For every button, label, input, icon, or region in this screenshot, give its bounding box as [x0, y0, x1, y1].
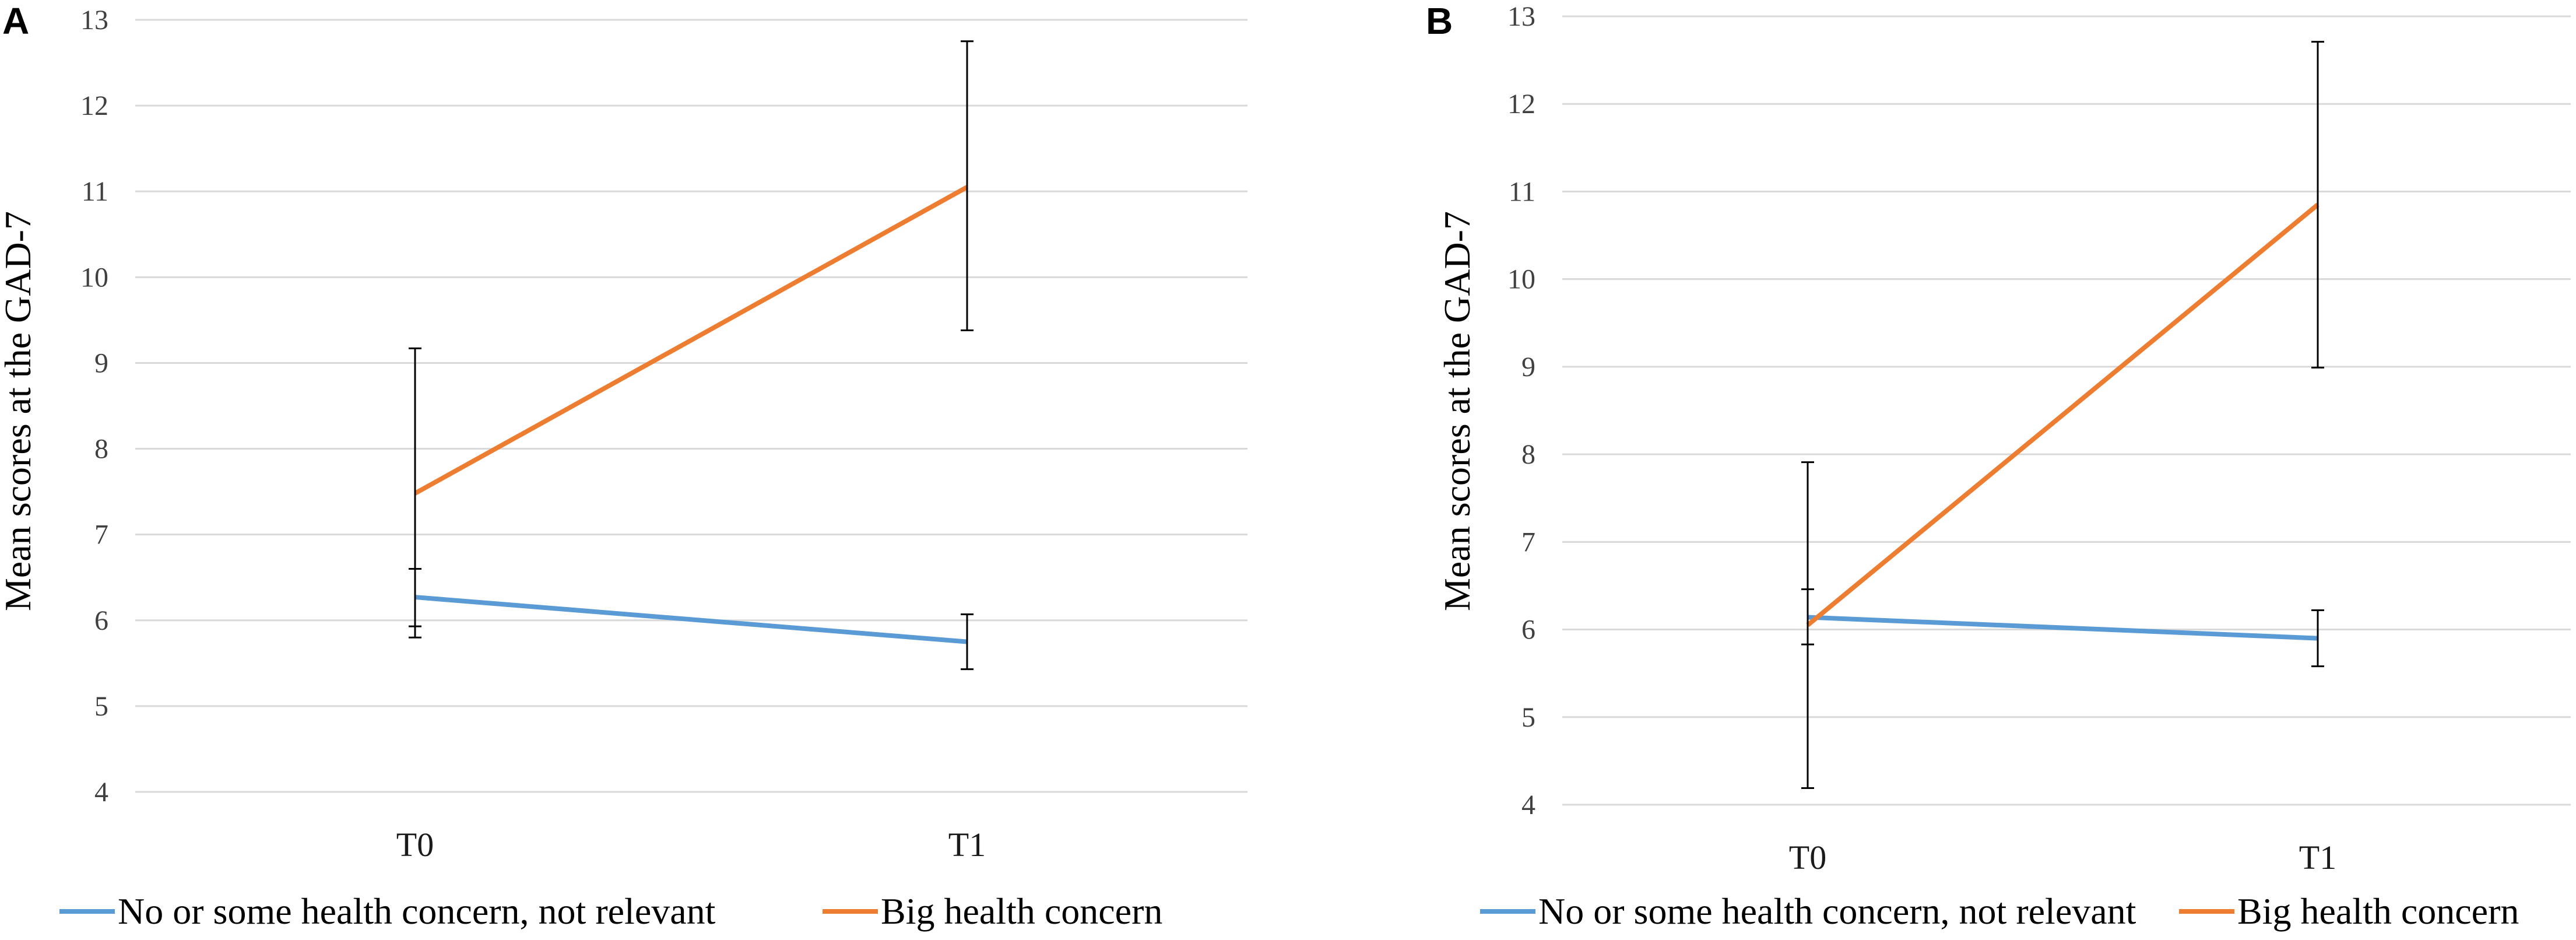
legend-label-no-concern: No or some health concern, not relevant: [1538, 890, 2136, 932]
legend-label-no-concern: No or some health concern, not relevant: [118, 890, 716, 932]
series: [409, 40, 974, 671]
y-tick-label: 4: [94, 777, 108, 808]
error-bar: [961, 40, 974, 332]
y-tick-label: 10: [80, 262, 108, 293]
y-tick-label: 12: [1507, 89, 1535, 120]
y-axis-title: Mean scores at the GAD-7: [1436, 211, 1478, 611]
y-tick-label: 6: [94, 605, 108, 636]
y-tick-label: 11: [1509, 176, 1535, 207]
error-bar: [1801, 461, 1814, 789]
panel-label: A: [2, 0, 29, 42]
y-tick-label: 7: [1521, 527, 1535, 557]
panel-label: B: [1426, 0, 1453, 42]
chart-panel-b: B Mean scores at the GAD-7 4 5 6 7 8 9 10 11 12 1…: [1426, 0, 2571, 932]
series-line: [414, 185, 968, 496]
series-line: [1807, 615, 2318, 641]
x-tick-label: T0: [396, 826, 434, 864]
y-tick-label: 10: [1507, 264, 1535, 295]
y-tick-label: 13: [80, 5, 108, 36]
y-tick-label: 9: [1521, 352, 1535, 383]
x-axis-ticks: T0 T1: [396, 826, 986, 864]
error-bar: [409, 347, 421, 639]
y-tick-label: 9: [94, 348, 108, 378]
x-tick-label: T1: [948, 826, 986, 864]
y-tick-label: 13: [1507, 1, 1535, 32]
series-line: [414, 595, 968, 644]
y-axis-title: Mean scores at the GAD-7: [0, 211, 38, 611]
y-axis-ticks: 4 5 6 7 8 9 10 11 12 13: [1507, 1, 1535, 820]
y-tick-label: 8: [94, 434, 108, 465]
error-bar: [961, 613, 974, 671]
y-tick-label: 12: [80, 90, 108, 121]
y-tick-label: 4: [1521, 790, 1535, 820]
y-tick-label: 5: [94, 691, 108, 722]
gridlines: [1562, 15, 2571, 806]
legend-label-big-concern: Big health concern: [881, 890, 1162, 932]
y-tick-label: 5: [1521, 702, 1535, 733]
x-axis-ticks: T0 T1: [1789, 839, 2336, 876]
series: [1801, 41, 2324, 789]
x-tick-label: T1: [2299, 839, 2336, 876]
y-tick-label: 7: [94, 520, 108, 550]
legend: No or some health concern, not relevant …: [1480, 890, 2519, 932]
legend-label-big-concern: Big health concern: [2237, 890, 2519, 932]
y-tick-label: 8: [1521, 439, 1535, 470]
series-line: [1806, 202, 2320, 627]
y-tick-label: 6: [1521, 615, 1535, 646]
chart-panel-a: A Mean scores at the GAD-7 4 5 6 7 8 9 10 11 12 1…: [0, 0, 1247, 932]
y-tick-label: 11: [82, 176, 108, 207]
gridlines: [135, 19, 1247, 793]
legend: No or some health concern, not relevant …: [59, 890, 1162, 932]
y-axis-ticks: 4 5 6 7 8 9 10 11 12 13: [80, 5, 108, 808]
x-tick-label: T0: [1789, 839, 1826, 876]
error-bar: [2311, 609, 2324, 668]
error-bar: [2311, 41, 2324, 369]
